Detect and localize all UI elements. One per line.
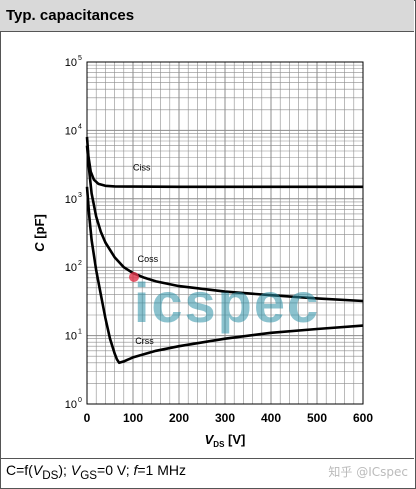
y-tick-label: 10: [65, 125, 77, 137]
series-label-crss: Crss: [135, 336, 154, 346]
y-tick-exponent: 2: [78, 260, 82, 267]
x-tick-label: 400: [261, 411, 281, 425]
footer-vgs: V: [70, 462, 81, 478]
plot-border: [86, 61, 364, 405]
x-tick-label: 0: [84, 411, 91, 425]
y-tick-label: 10: [65, 194, 77, 206]
x-axis-label: VDS [V]: [205, 432, 246, 449]
y-tick-exponent: 4: [78, 123, 82, 130]
y-tick-label: 10: [65, 331, 77, 343]
footer-divider: [0, 458, 414, 459]
footer-c: C=f(: [6, 462, 33, 478]
footer-vgs-sub: GS: [80, 468, 98, 482]
y-tick-label: 10: [65, 57, 77, 69]
corner-watermark: 知乎 @ICspec: [328, 465, 408, 479]
header-bar: Typ. capacitances: [0, 0, 414, 32]
y-tick-exponent: 3: [78, 192, 82, 199]
series-line-crss: [85, 186, 364, 365]
curves: [85, 136, 364, 365]
footer-vds: V: [32, 462, 43, 478]
footer-f: f: [133, 462, 138, 478]
series-line-coss: [85, 145, 364, 303]
chart-title: Typ. capacitances: [6, 7, 135, 24]
y-tick-exponent: 0: [78, 397, 82, 404]
watermark-text: icspec: [134, 271, 320, 334]
series-label-coss: Coss: [138, 254, 159, 264]
y-tick-label: 10: [65, 399, 77, 411]
footer-sep: );: [58, 462, 71, 478]
footer-vgs-value: =0 V;: [97, 462, 134, 478]
footer-freq: =1 MHz: [137, 462, 186, 478]
y-tick-exponent: 5: [78, 55, 82, 62]
x-tick-label: 500: [307, 411, 327, 425]
y-tick-exponent: 1: [78, 329, 82, 336]
series-label-ciss: Ciss: [133, 162, 151, 172]
x-tick-label: 600: [353, 411, 373, 425]
y-tick-label: 10: [65, 262, 77, 274]
y-axis-label: C [pF]: [32, 214, 47, 252]
x-tick-label: 100: [123, 411, 143, 425]
test-conditions: C=f(VDS); VGS=0 V; f=1 MHz: [6, 462, 186, 482]
x-tick-label: 200: [169, 411, 189, 425]
watermark-dot: [129, 272, 139, 282]
series-line-ciss: [85, 136, 363, 189]
footer-vds-sub: DS: [42, 468, 59, 482]
grid: [86, 61, 364, 405]
x-tick-label: 300: [215, 411, 235, 425]
